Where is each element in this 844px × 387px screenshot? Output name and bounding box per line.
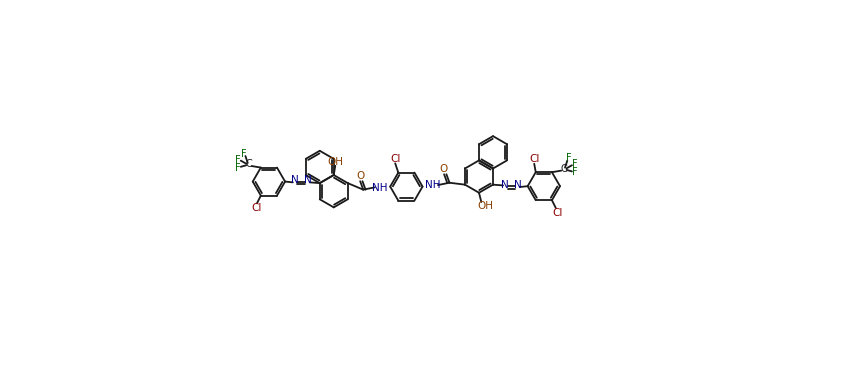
Text: F: F [241,149,246,159]
Text: N: N [514,180,522,190]
Text: F: F [235,163,241,173]
Text: N: N [501,180,509,190]
Text: OH: OH [327,157,344,167]
Text: NH: NH [372,183,388,193]
Text: OH: OH [477,201,493,211]
Text: Cl: Cl [390,154,400,164]
Text: C: C [245,159,252,170]
Text: F: F [572,167,578,177]
Text: F: F [566,153,571,163]
Text: NH: NH [425,180,441,190]
Text: F: F [235,155,241,165]
Text: F: F [572,159,578,170]
Text: Cl: Cl [251,203,262,213]
Text: C: C [561,164,568,174]
Text: Cl: Cl [529,154,539,164]
Text: N: N [304,175,311,185]
Text: Cl: Cl [552,207,562,217]
Text: N: N [291,175,299,185]
Text: O: O [356,171,365,181]
Text: O: O [439,164,447,174]
